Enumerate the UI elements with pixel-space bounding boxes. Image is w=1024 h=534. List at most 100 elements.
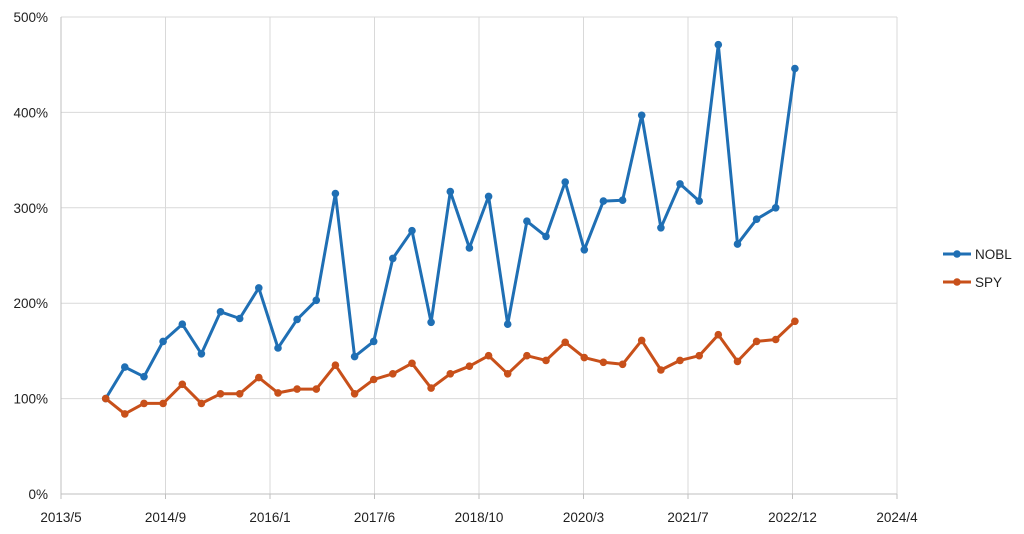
data-point-spy — [599, 358, 608, 367]
x-tick-label: 2017/6 — [354, 510, 395, 525]
data-point-spy — [312, 385, 321, 393]
data-point-nobl — [714, 40, 723, 49]
data-point-spy — [427, 384, 435, 392]
data-point-spy — [484, 351, 493, 360]
data-point-nobl — [121, 363, 129, 371]
data-point-nobl — [331, 189, 340, 198]
data-point-nobl — [159, 337, 167, 346]
data-point-spy — [159, 399, 167, 408]
data-point-nobl — [178, 320, 187, 329]
series-line-nobl — [104, 43, 797, 400]
legend-label: SPY — [975, 275, 1002, 290]
data-point-nobl — [427, 318, 435, 327]
data-point-spy — [121, 410, 129, 418]
data-point-nobl — [637, 111, 646, 120]
data-point-spy — [254, 373, 263, 382]
data-point-nobl — [389, 254, 397, 263]
series-nobl — [101, 40, 799, 403]
data-point-spy — [752, 337, 761, 346]
y-tick-label: 100% — [13, 392, 48, 407]
data-point-nobl — [561, 178, 569, 186]
data-point-nobl — [752, 215, 761, 223]
data-point-spy — [293, 385, 301, 393]
data-point-nobl — [542, 232, 550, 241]
data-point-nobl — [197, 350, 206, 358]
axes — [60, 17, 898, 499]
data-point-nobl — [140, 372, 148, 381]
data-point-spy — [216, 390, 225, 398]
data-point-nobl — [369, 337, 378, 346]
data-point-spy — [523, 351, 531, 360]
data-point-nobl — [523, 217, 531, 225]
data-point-spy — [331, 361, 340, 370]
y-tick-label: 400% — [13, 105, 48, 120]
data-point-spy — [446, 370, 455, 378]
data-point-nobl — [465, 244, 474, 252]
data-point-nobl — [771, 204, 780, 212]
legend-item-nobl: NOBL — [943, 247, 1012, 262]
series-spy — [101, 317, 799, 418]
y-tick-label: 500% — [13, 10, 48, 25]
data-point-nobl — [695, 197, 703, 205]
data-point-spy — [101, 394, 110, 403]
data-point-spy — [714, 330, 723, 339]
data-point-spy — [465, 362, 474, 371]
data-point-spy — [197, 399, 206, 408]
data-point-nobl — [484, 192, 493, 201]
data-point-spy — [791, 317, 799, 326]
tick-labels: 0% 100% 200% 300% 400% 500% 2013/5 2014/9 2016/1… — [13, 10, 918, 525]
x-tick-label: 2016/1 — [249, 510, 290, 525]
data-point-spy — [235, 390, 244, 398]
data-point-nobl — [733, 240, 742, 248]
data-point-spy — [350, 390, 359, 398]
x-tick-label: 2020/3 — [563, 510, 604, 525]
data-point-spy — [695, 351, 703, 360]
y-tick-label: 200% — [13, 296, 48, 311]
data-point-spy — [657, 366, 665, 374]
data-point-nobl — [312, 296, 321, 305]
data-point-nobl — [503, 320, 512, 329]
data-point-nobl — [293, 315, 301, 324]
gridlines — [61, 16, 898, 494]
data-point-spy — [503, 370, 512, 378]
data-point-spy — [369, 375, 378, 384]
series-layer — [101, 40, 799, 418]
legend-swatch-marker — [953, 278, 961, 286]
x-tick-label: 2018/10 — [455, 510, 504, 525]
legend-swatch-marker — [953, 250, 961, 258]
data-point-nobl — [791, 64, 799, 73]
legend-label: NOBL — [975, 247, 1012, 262]
data-point-spy — [580, 353, 589, 362]
data-point-nobl — [274, 344, 282, 352]
data-point-spy — [274, 389, 282, 397]
data-point-nobl — [657, 224, 665, 232]
data-point-spy — [389, 370, 397, 378]
data-point-nobl — [254, 284, 263, 292]
legend: NOBL SPY — [943, 247, 1012, 290]
data-point-spy — [408, 359, 416, 368]
data-point-nobl — [216, 308, 225, 316]
data-point-spy — [561, 338, 569, 347]
x-tick-label: 2013/5 — [40, 510, 81, 525]
x-tick-label: 2024/4 — [876, 510, 918, 525]
data-point-spy — [637, 336, 646, 345]
data-point-spy — [676, 356, 684, 365]
x-tick-label: 2014/9 — [145, 510, 186, 525]
x-tick-label: 2022/12 — [768, 510, 817, 525]
data-point-nobl — [599, 197, 608, 205]
data-point-nobl — [350, 352, 359, 361]
data-point-spy — [771, 335, 780, 344]
data-point-nobl — [408, 226, 416, 235]
data-point-nobl — [580, 246, 589, 254]
data-point-nobl — [446, 187, 455, 196]
y-tick-label: 0% — [28, 487, 48, 502]
data-point-spy — [618, 360, 627, 369]
data-point-spy — [542, 356, 550, 365]
legend-item-spy: SPY — [943, 275, 1002, 290]
x-tick-label: 2021/7 — [667, 510, 708, 525]
y-tick-label: 300% — [13, 201, 48, 216]
data-point-spy — [140, 399, 148, 408]
data-point-spy — [733, 357, 742, 366]
